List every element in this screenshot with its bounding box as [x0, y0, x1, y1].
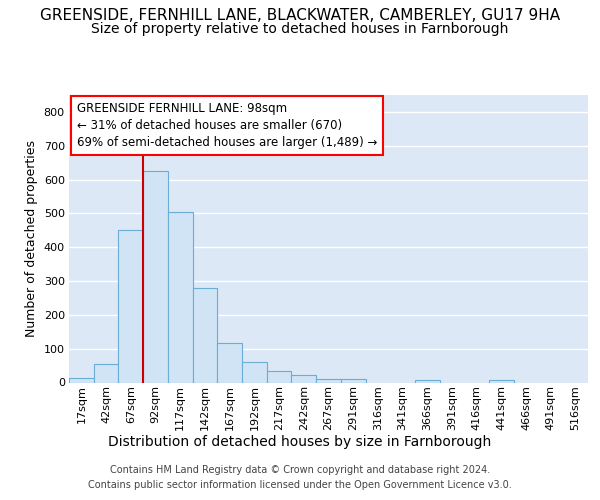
Bar [316, 379, 341, 382]
Bar [242, 362, 267, 382]
Bar [489, 380, 514, 382]
Bar [217, 343, 242, 382]
Text: GREENSIDE, FERNHILL LANE, BLACKWATER, CAMBERLEY, GU17 9HA: GREENSIDE, FERNHILL LANE, BLACKWATER, CA… [40, 8, 560, 22]
Bar [267, 370, 292, 382]
Bar [94, 364, 118, 382]
Bar [118, 230, 143, 382]
Text: Contains HM Land Registry data © Crown copyright and database right 2024.
Contai: Contains HM Land Registry data © Crown c… [88, 465, 512, 490]
Bar [292, 375, 316, 382]
Bar [341, 379, 365, 382]
Y-axis label: Number of detached properties: Number of detached properties [25, 140, 38, 337]
Bar [69, 378, 94, 382]
Bar [168, 212, 193, 382]
Text: Distribution of detached houses by size in Farnborough: Distribution of detached houses by size … [109, 435, 491, 449]
Text: Size of property relative to detached houses in Farnborough: Size of property relative to detached ho… [91, 22, 509, 36]
Text: GREENSIDE FERNHILL LANE: 98sqm
← 31% of detached houses are smaller (670)
69% of: GREENSIDE FERNHILL LANE: 98sqm ← 31% of … [77, 102, 377, 149]
Bar [193, 288, 217, 382]
Bar [143, 171, 168, 382]
Bar [415, 380, 440, 382]
